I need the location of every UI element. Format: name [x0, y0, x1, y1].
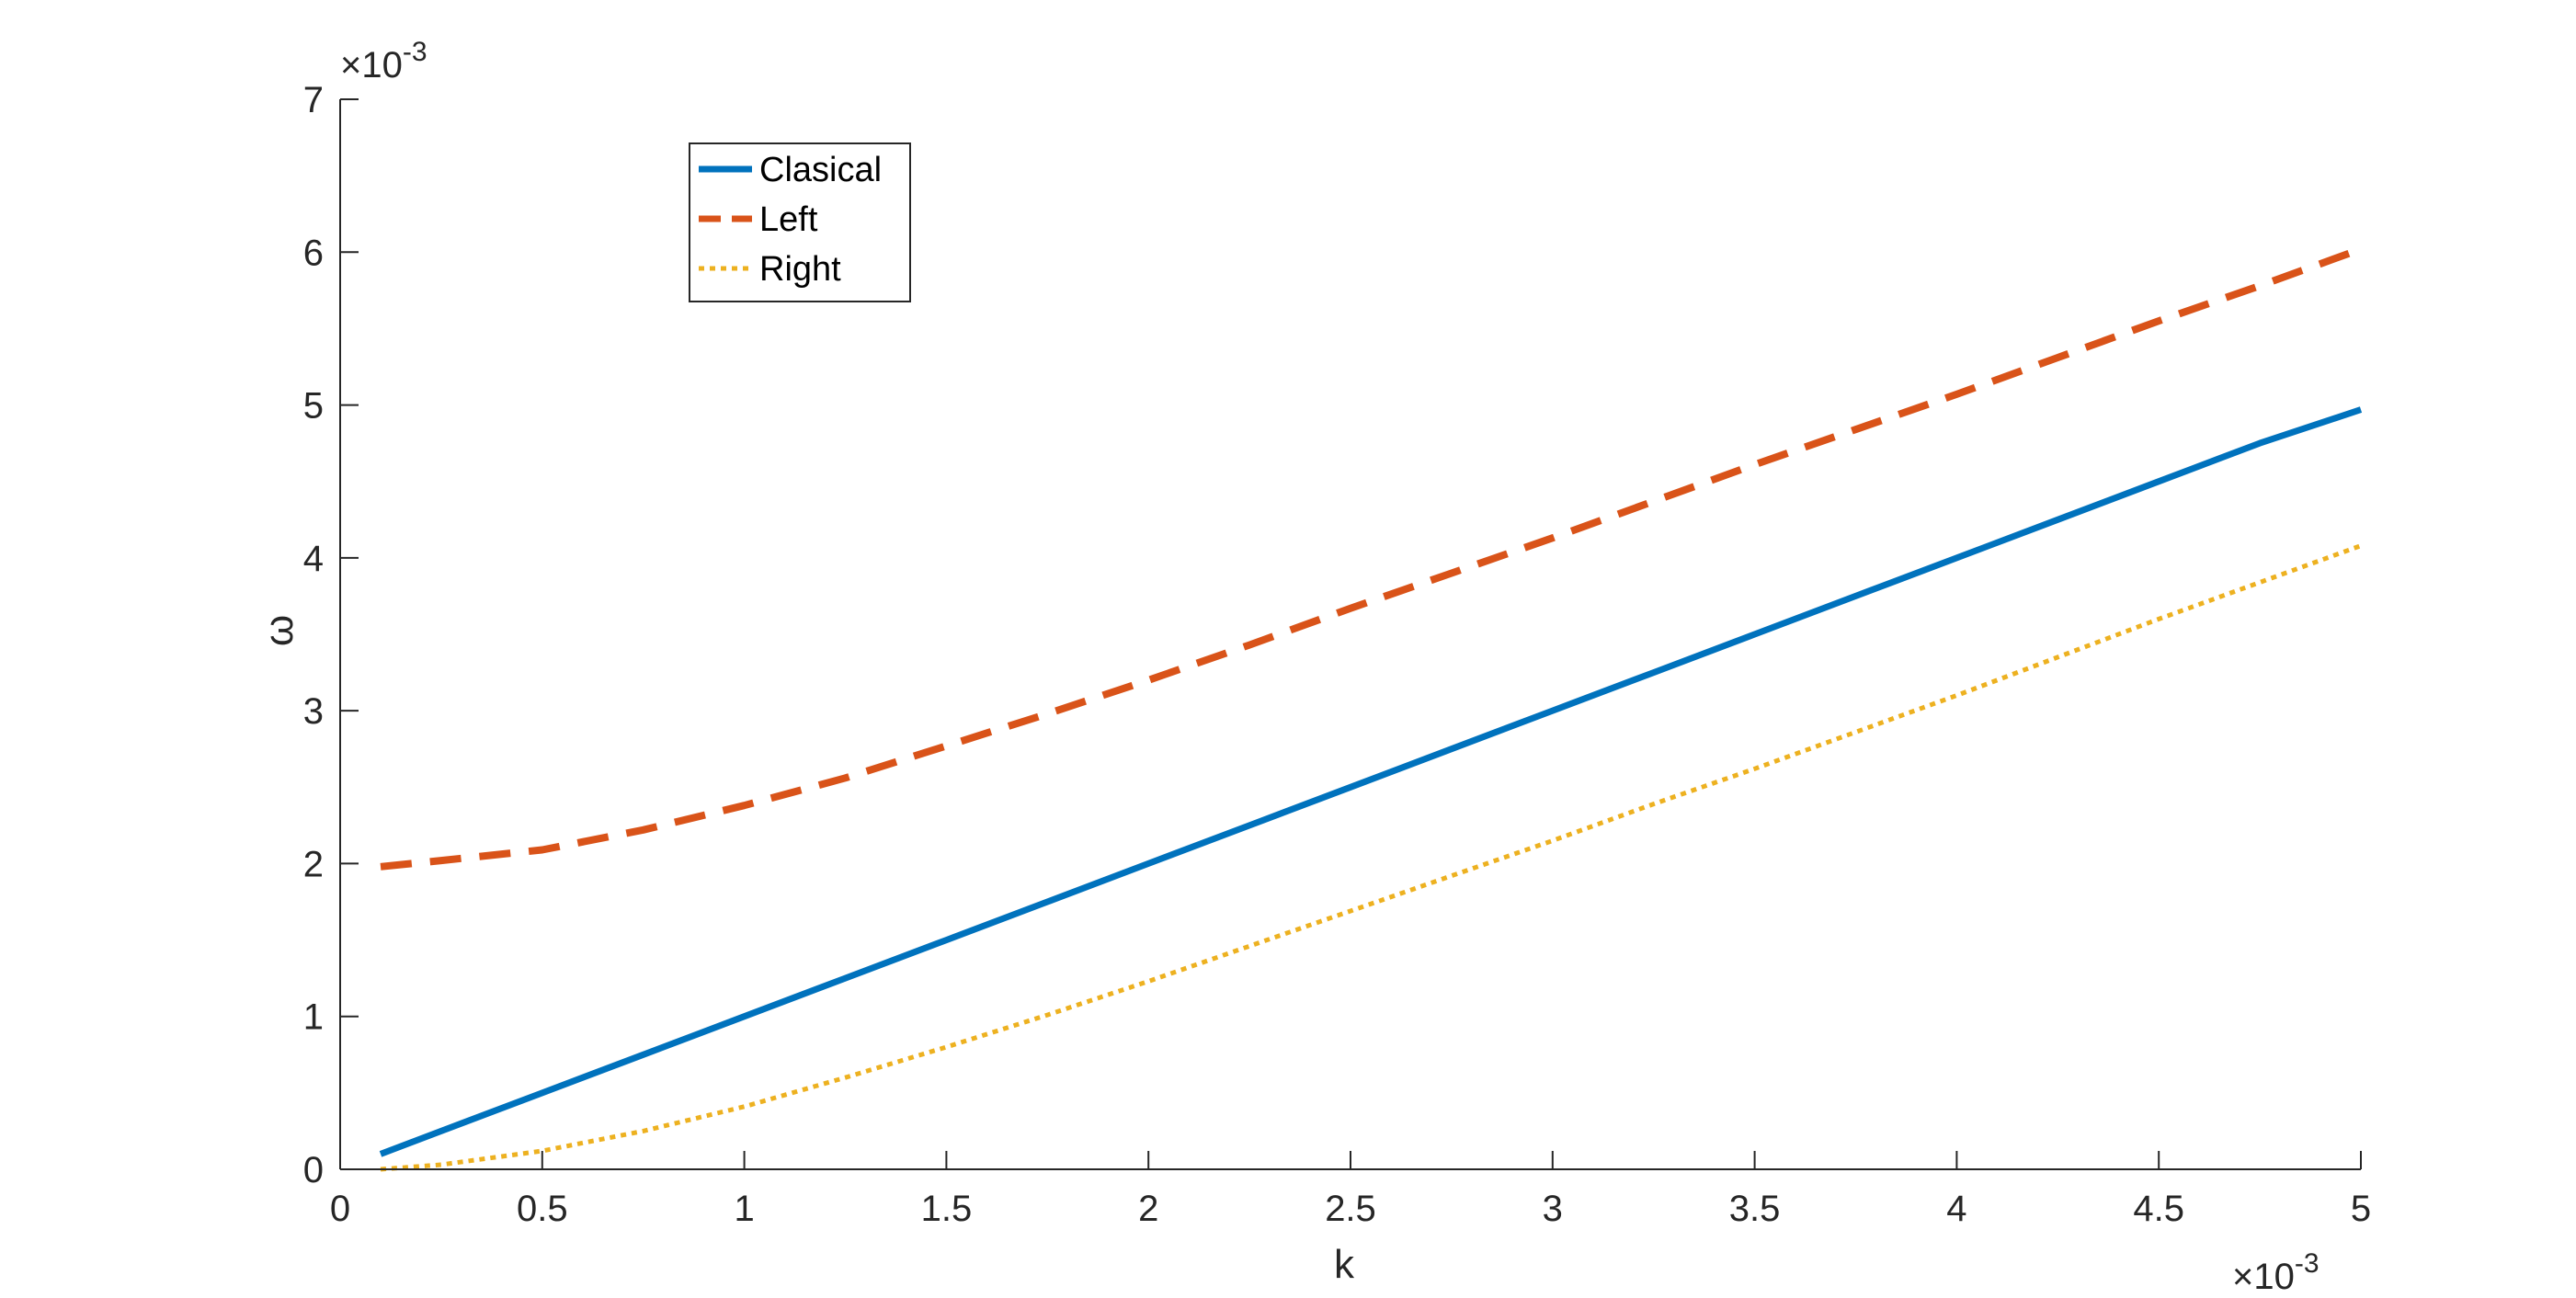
axes: 0 0.5 1 1.5 2 2.5 3 3.5 4 4.5 5 0 1 2 3 4 5 6 7 [303, 80, 2371, 1229]
plot-background [340, 99, 2361, 1169]
x-tick-label: 4 [1946, 1189, 1966, 1229]
x-axis-label: k [1334, 1242, 1355, 1287]
x-tick-label: 1.5 [921, 1189, 973, 1229]
x-tick-label: 2 [1138, 1189, 1158, 1229]
series-line-right [380, 543, 2362, 1172]
y-tick-label: 3 [303, 691, 324, 732]
y-axis-multiplier: ×10-3 [340, 37, 427, 85]
y-tick-label: 0 [303, 1150, 324, 1190]
plot-area [340, 99, 2361, 1169]
y-tick-label: 5 [303, 386, 324, 427]
x-tick-label: 2.5 [1325, 1189, 1376, 1229]
x-tick-label: 1 [734, 1189, 754, 1229]
y-tick-label: 6 [303, 233, 324, 273]
legend-label: Right [759, 250, 841, 289]
y-axis-label: ω [256, 615, 302, 646]
x-tick-label: 4.5 [2133, 1189, 2184, 1229]
legend-label: Left [759, 200, 818, 239]
x-tick-label: 3 [1543, 1189, 1563, 1229]
x-tick-label: 0 [330, 1189, 350, 1229]
legend-label: Clasical [759, 151, 882, 189]
y-tick-label: 2 [303, 844, 324, 884]
y-tick-label: 1 [303, 997, 324, 1038]
legend: Clasical Left Right [689, 142, 911, 302]
y-tick-label: 4 [303, 539, 324, 579]
x-tick-label: 0.5 [517, 1189, 568, 1229]
x-tick-label: 3.5 [1729, 1189, 1781, 1229]
series-line-clasical [379, 406, 2363, 1157]
series-lines [379, 245, 2363, 1172]
series-line-left [380, 245, 2363, 871]
y-tick-label: 7 [303, 80, 324, 120]
x-tick-label: 5 [2351, 1189, 2371, 1229]
x-axis-multiplier: ×10-3 [2232, 1248, 2320, 1297]
